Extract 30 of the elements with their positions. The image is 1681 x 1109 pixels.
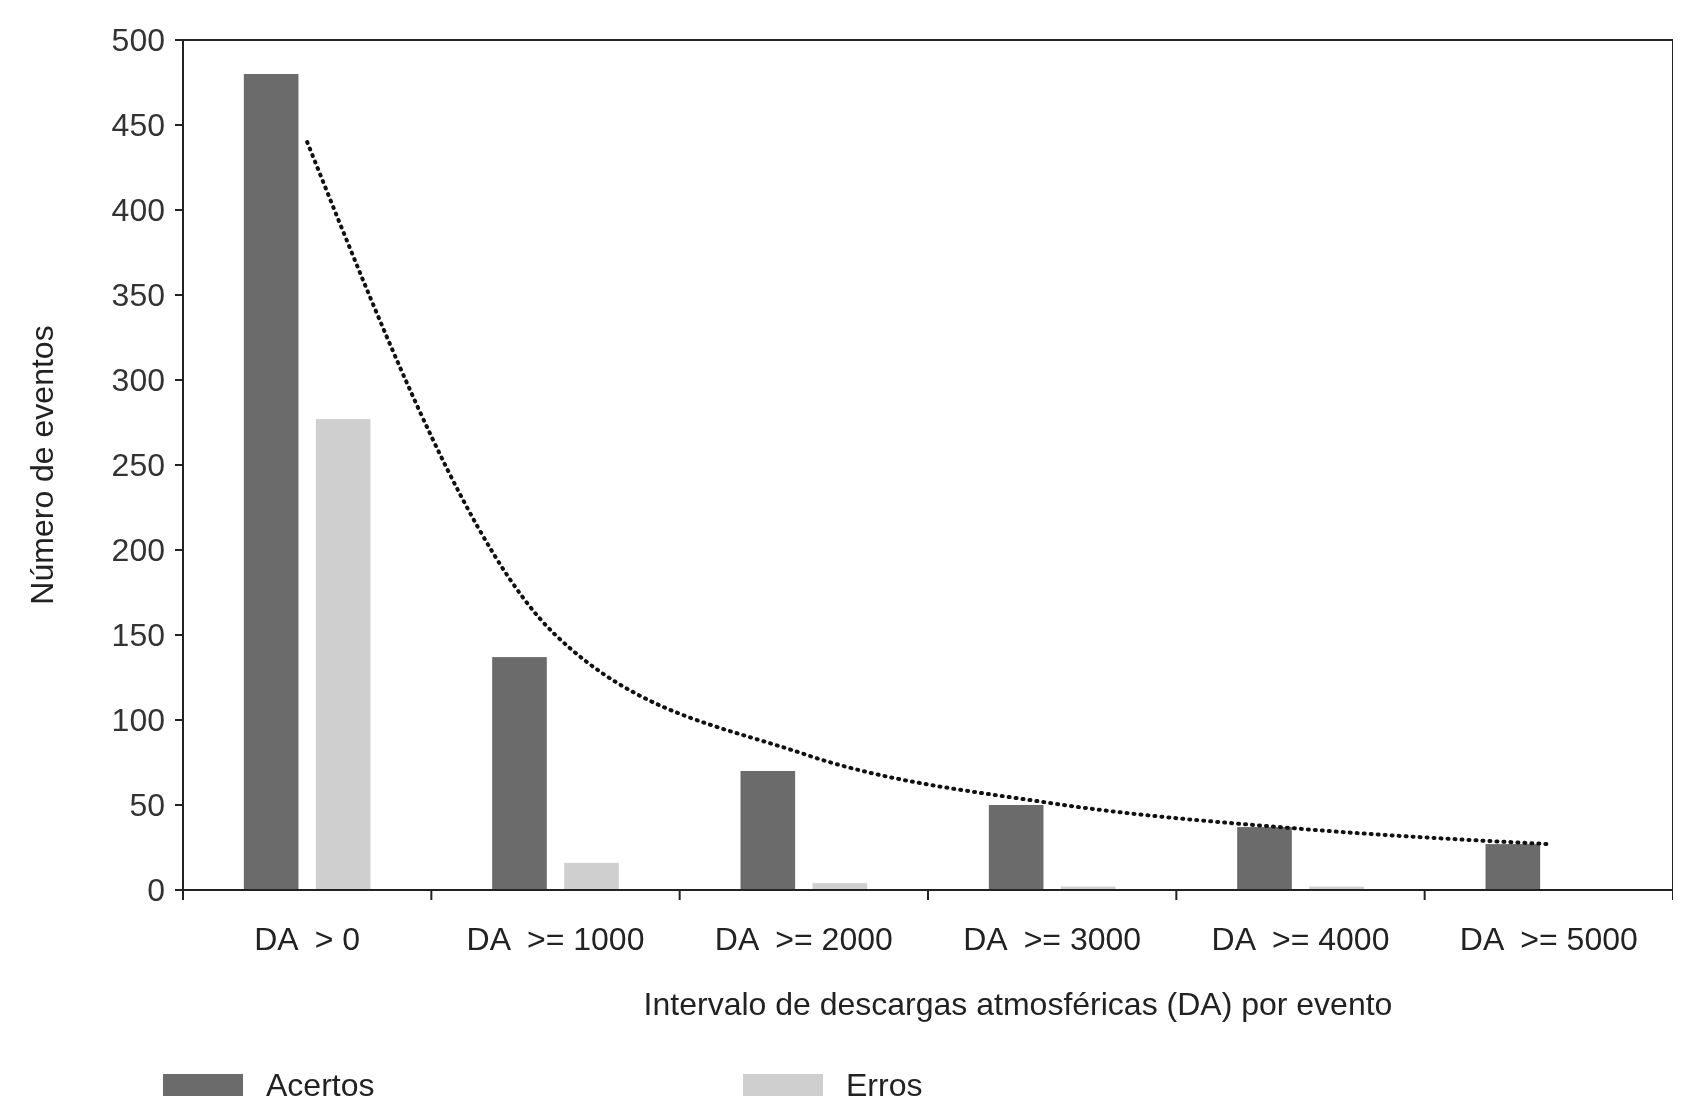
x-axis-title: Intervalo de descargas atmosféricas (DA) por evento bbox=[643, 986, 1393, 1022]
y-tick-label: 200 bbox=[111, 532, 165, 569]
y-axis-title: Número de eventos bbox=[24, 325, 60, 605]
legend-label: Acertos bbox=[266, 1067, 375, 1103]
legend-label: Erros bbox=[846, 1067, 923, 1103]
bar bbox=[315, 419, 371, 890]
x-tick-label: DA >= 5000 bbox=[1459, 921, 1638, 957]
line-series bbox=[305, 140, 1551, 847]
y-tick-label: 500 bbox=[111, 22, 165, 59]
y-tick-label: 350 bbox=[111, 277, 165, 314]
x-tick-label: DA >= 4000 bbox=[1211, 921, 1390, 957]
y-tick-label: 50 bbox=[129, 787, 165, 824]
x-tick-label: DA >= 2000 bbox=[714, 921, 893, 957]
bar bbox=[492, 657, 547, 890]
y-tick-label: 100 bbox=[111, 702, 165, 739]
bar bbox=[1237, 827, 1292, 890]
x-tick-label: DA >= 1000 bbox=[466, 921, 645, 957]
bar bbox=[564, 862, 619, 890]
y-tick-label: 400 bbox=[111, 192, 165, 229]
bar bbox=[740, 771, 796, 890]
y-tick-label: 250 bbox=[111, 447, 165, 484]
x-tick-label: DA >= 3000 bbox=[963, 921, 1142, 957]
y-tick-label: 300 bbox=[111, 362, 165, 399]
y-tick-label: 0 bbox=[147, 872, 165, 909]
y-tick-label: 450 bbox=[111, 107, 165, 144]
y-tick-label: 150 bbox=[111, 617, 165, 654]
x-tick-label: DA > 0 bbox=[254, 921, 361, 957]
bar bbox=[1485, 844, 1541, 890]
bar bbox=[243, 74, 299, 890]
bar bbox=[988, 805, 1044, 890]
